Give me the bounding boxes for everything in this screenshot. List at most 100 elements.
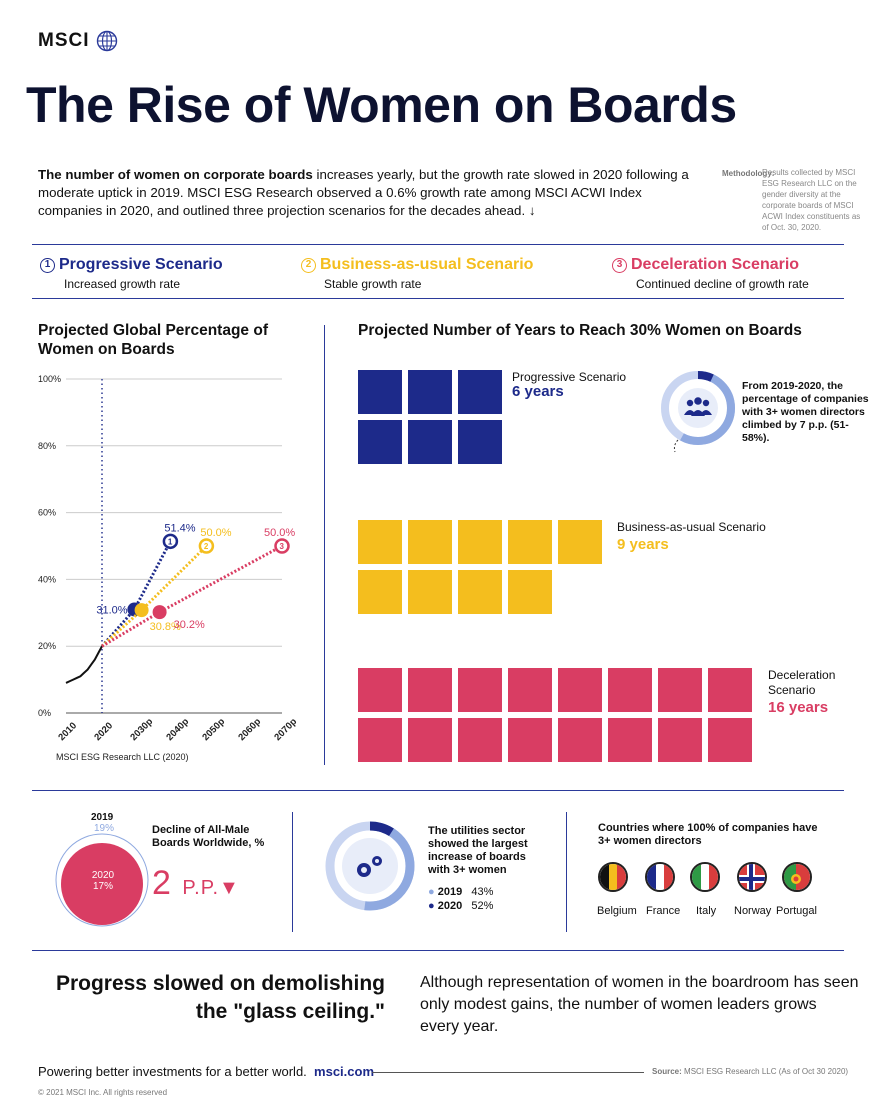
year-2020-value: 17% [92, 881, 113, 892]
year-square [558, 520, 602, 564]
belgium-flag-icon [598, 862, 628, 892]
number-2-icon: 2 [301, 258, 316, 273]
msci-link[interactable]: msci.com [314, 1064, 375, 1079]
portugal-flag-icon [782, 862, 812, 892]
historical-line [65, 645, 103, 684]
progressive-label: Progressive Scenario [512, 370, 627, 384]
utilities-row-2019: ● 2019 43% [428, 886, 494, 898]
scenario-deceleration-subtitle: Continued decline of growth rate [636, 277, 809, 291]
bau-year-squares [358, 520, 602, 614]
series-endpoint [274, 538, 290, 554]
country-label: Portugal [776, 905, 817, 917]
year-square [358, 520, 402, 564]
years-chart-title: Projected Number of Years to Reach 30% W… [358, 322, 802, 339]
arrow-down-icon: ↓ [528, 203, 536, 218]
year-square [408, 718, 452, 762]
bau-label: Business-as-usual Scenario [617, 520, 766, 534]
series-midpoint [134, 603, 149, 618]
year-square [458, 420, 502, 464]
deceleration-years-value: 16 years [768, 699, 829, 716]
year-square [658, 718, 702, 762]
data-label: 31.0% [96, 604, 127, 616]
year-square [358, 570, 402, 614]
year-square [458, 668, 502, 712]
all-male-bubbles [55, 833, 149, 927]
scenario-progressive-title: 1 Progressive Scenario [40, 256, 223, 274]
series-endpoint [198, 538, 215, 554]
y-tick-label: 0% [38, 708, 51, 718]
x-tick-label: 2010 [56, 720, 79, 743]
year-square [408, 520, 452, 564]
year-square [558, 668, 602, 712]
data-label: 50.0% [264, 527, 295, 539]
country-label: France [646, 905, 681, 917]
utilities-donut [325, 821, 415, 911]
utilities-text: The utilities sector showed the largest … [428, 825, 528, 876]
year-square [458, 370, 502, 414]
methodology-text: Results collected by MSCI ESG Research L… [762, 168, 861, 232]
country-label: Italy [696, 905, 717, 917]
year-square [608, 668, 652, 712]
copyright: © 2021 MSCI Inc. All rights reserved [38, 1088, 168, 1097]
x-tick-label: 2020 [92, 720, 115, 743]
france-flag-icon [645, 862, 675, 892]
methodology-label: Methodology: [722, 169, 775, 178]
year-2020-label: 2020 [91, 870, 115, 881]
number-1-icon: 1 [40, 258, 55, 273]
year-square [358, 668, 402, 712]
scenario-progressive-subtitle: Increased growth rate [64, 277, 181, 291]
country-label: Belgium [597, 905, 637, 917]
year-square [458, 520, 502, 564]
intro-rest: increases yearly, but the growth rate sl… [38, 167, 689, 218]
year-square [508, 668, 552, 712]
year-square [408, 570, 452, 614]
data-label: 30.2% [174, 619, 205, 631]
y-tick-label: 40% [38, 574, 56, 584]
year-square [658, 668, 702, 712]
intro-text: The number of women on corporate boards … [38, 166, 698, 220]
x-tick-label: 2030p [128, 716, 155, 743]
page-title: The Rise of Women on Boards [26, 77, 737, 133]
chart-source: MSCI ESG Research LLC (2020) [56, 752, 189, 762]
series-endpoint [162, 533, 179, 550]
all-male-title: Decline of All-Male Boards Worldwide, % [152, 824, 265, 849]
triangle-down-icon: ▼ [219, 877, 240, 899]
globe-icon [96, 30, 117, 52]
divider [372, 1072, 644, 1073]
series-marker-number: 3 [280, 542, 285, 551]
series-line [101, 544, 283, 648]
divider [32, 244, 844, 245]
year-square [608, 718, 652, 762]
year-square [508, 570, 552, 614]
divider [292, 812, 293, 932]
y-tick-label: 20% [38, 641, 56, 651]
country-label: Norway [734, 905, 772, 917]
x-tick-label: 2050p [200, 716, 227, 743]
number-3-icon: 3 [612, 258, 627, 273]
divider [32, 298, 844, 299]
scenario-bau-title: 2 Business-as-usual Scenario [301, 256, 533, 274]
norway-flag-icon [737, 862, 767, 892]
italy-flag-icon [690, 862, 720, 892]
y-tick-label: 60% [38, 508, 56, 518]
dot-icon: ● [428, 886, 435, 898]
countries-title: Countries where 100% of companies have 3… [598, 822, 818, 847]
divider [566, 812, 567, 932]
year-2019-value: 19% [94, 823, 115, 834]
year-square [458, 718, 502, 762]
data-label: 30.8% [150, 621, 181, 633]
year-2019-label: 2019 [91, 812, 114, 823]
year-square [508, 520, 552, 564]
y-tick-label: 80% [38, 441, 56, 451]
year-square [408, 370, 452, 414]
year-square [358, 370, 402, 414]
x-tick-label: 2070p [272, 716, 298, 743]
brand-name: MSCI [38, 30, 90, 51]
x-tick-label: 2040p [164, 716, 191, 743]
year-square [408, 420, 452, 464]
series-marker-number: 2 [204, 542, 209, 551]
divider [32, 950, 844, 951]
year-square [708, 718, 752, 762]
msci-logo: MSCI [38, 30, 118, 52]
divider [32, 790, 844, 791]
